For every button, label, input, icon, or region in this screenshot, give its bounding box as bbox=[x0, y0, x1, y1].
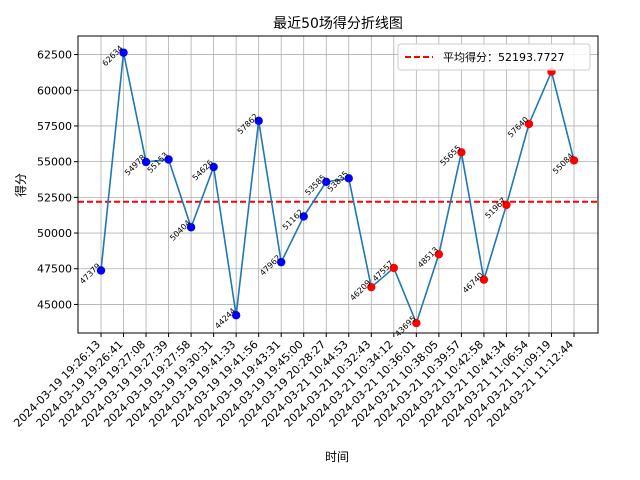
score-series-line bbox=[100, 52, 575, 326]
data-point bbox=[389, 263, 399, 273]
data-point bbox=[186, 223, 196, 232]
data-point bbox=[434, 250, 444, 259]
y-tick-label: 52500 bbox=[37, 191, 72, 204]
y-tick-label: 60000 bbox=[37, 84, 72, 97]
data-point bbox=[322, 177, 331, 187]
x-axis-label: 时间 bbox=[325, 450, 349, 464]
y-tick-label: 62500 bbox=[37, 49, 72, 62]
y-tick-label: 57500 bbox=[37, 120, 72, 133]
data-point bbox=[457, 148, 466, 157]
y-tick-label: 55000 bbox=[37, 156, 72, 169]
legend: 平均得分：52193.7727 bbox=[397, 43, 591, 71]
legend-average-label: 平均得分：52193.7727 bbox=[443, 51, 564, 64]
data-point bbox=[254, 116, 263, 125]
data-point bbox=[344, 174, 353, 183]
y-tick-label: 45000 bbox=[37, 298, 72, 311]
data-point bbox=[141, 157, 151, 167]
y-axis-ticks: 45000 47500 50000 52500 55000 57500 60000 62500 bbox=[37, 49, 78, 311]
data-points bbox=[96, 48, 579, 328]
y-axis-label: 得分 bbox=[13, 173, 28, 197]
data-labels: 4737962634549785515350404546264424457862… bbox=[78, 44, 575, 339]
data-point bbox=[367, 282, 376, 292]
data-point bbox=[569, 156, 579, 165]
y-tick-label: 50000 bbox=[37, 227, 72, 240]
data-point bbox=[209, 162, 218, 172]
data-point bbox=[524, 119, 534, 129]
plot-frame bbox=[77, 35, 599, 334]
grid bbox=[78, 36, 598, 333]
data-point bbox=[502, 200, 511, 210]
data-point bbox=[231, 311, 241, 320]
data-point bbox=[479, 275, 489, 284]
series-line-group bbox=[100, 52, 575, 326]
data-point bbox=[276, 257, 286, 267]
data-point bbox=[299, 212, 308, 221]
y-tick-label: 47500 bbox=[37, 263, 72, 276]
legend-box bbox=[397, 43, 591, 71]
data-point bbox=[164, 155, 173, 164]
chart-title: 最近50场得分折线图 bbox=[273, 15, 403, 32]
data-point bbox=[412, 318, 421, 328]
data-point bbox=[119, 48, 128, 57]
data-point bbox=[96, 266, 106, 275]
